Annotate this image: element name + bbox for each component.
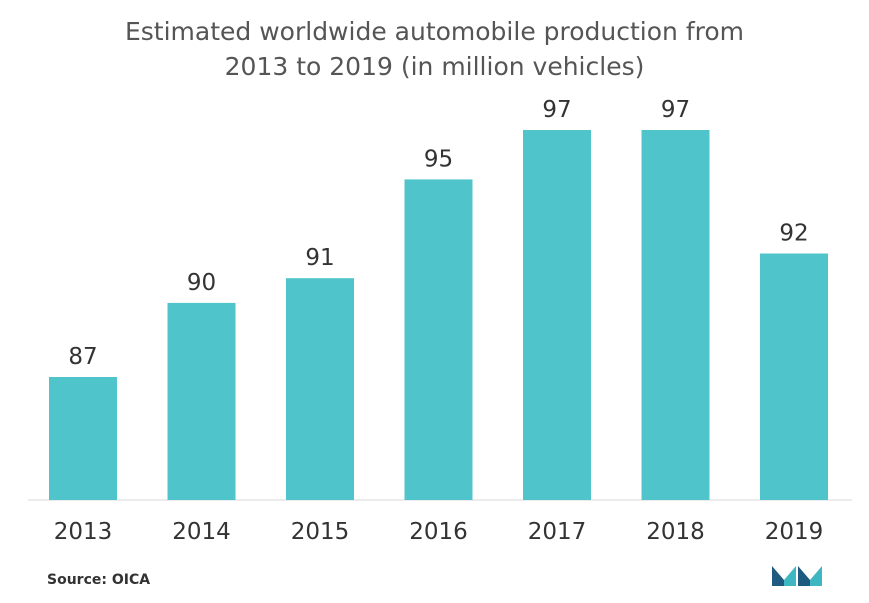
- bar-2014: [167, 302, 236, 500]
- x-tick-label-2017: 2017: [528, 519, 587, 545]
- bar-2017: [523, 130, 591, 500]
- bar-2015: [286, 278, 354, 500]
- x-tick-label-2019: 2019: [765, 519, 824, 545]
- data-label-2014: 90: [187, 270, 216, 296]
- x-tick-label-2018: 2018: [646, 519, 705, 545]
- chart-title-line-2: 2013 to 2019 (in million vehicles): [224, 52, 645, 81]
- data-label-2013: 87: [68, 344, 97, 370]
- data-labels-group: 87 90 91 95 97 97 92: [68, 97, 808, 370]
- x-tick-labels-group: 2013 2014 2015 2016 2017 2018 2019: [54, 519, 824, 545]
- brand-logo: [772, 566, 822, 586]
- x-tick-label-2014: 2014: [172, 519, 231, 545]
- bar-2016: [404, 179, 473, 500]
- data-label-2016: 95: [424, 146, 453, 172]
- bars-group: [49, 130, 828, 500]
- x-tick-label-2013: 2013: [54, 519, 113, 545]
- chart-title-line-1: Estimated worldwide automobile productio…: [124, 17, 745, 46]
- x-tick-label-2016: 2016: [409, 519, 468, 545]
- bar-2019: [760, 253, 828, 500]
- data-label-2017: 97: [542, 97, 571, 123]
- data-label-2015: 91: [305, 245, 334, 271]
- x-tick-label-2015: 2015: [291, 519, 350, 545]
- data-label-2019: 92: [779, 221, 808, 247]
- data-label-2018: 97: [661, 97, 690, 123]
- bar-2018: [641, 130, 710, 500]
- bar-2013: [49, 377, 117, 500]
- chart-title: Estimated worldwide automobile productio…: [0, 14, 869, 84]
- source-note: Source: OICA: [47, 572, 151, 588]
